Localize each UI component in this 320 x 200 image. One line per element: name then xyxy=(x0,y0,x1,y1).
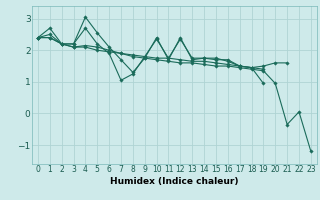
X-axis label: Humidex (Indice chaleur): Humidex (Indice chaleur) xyxy=(110,177,239,186)
